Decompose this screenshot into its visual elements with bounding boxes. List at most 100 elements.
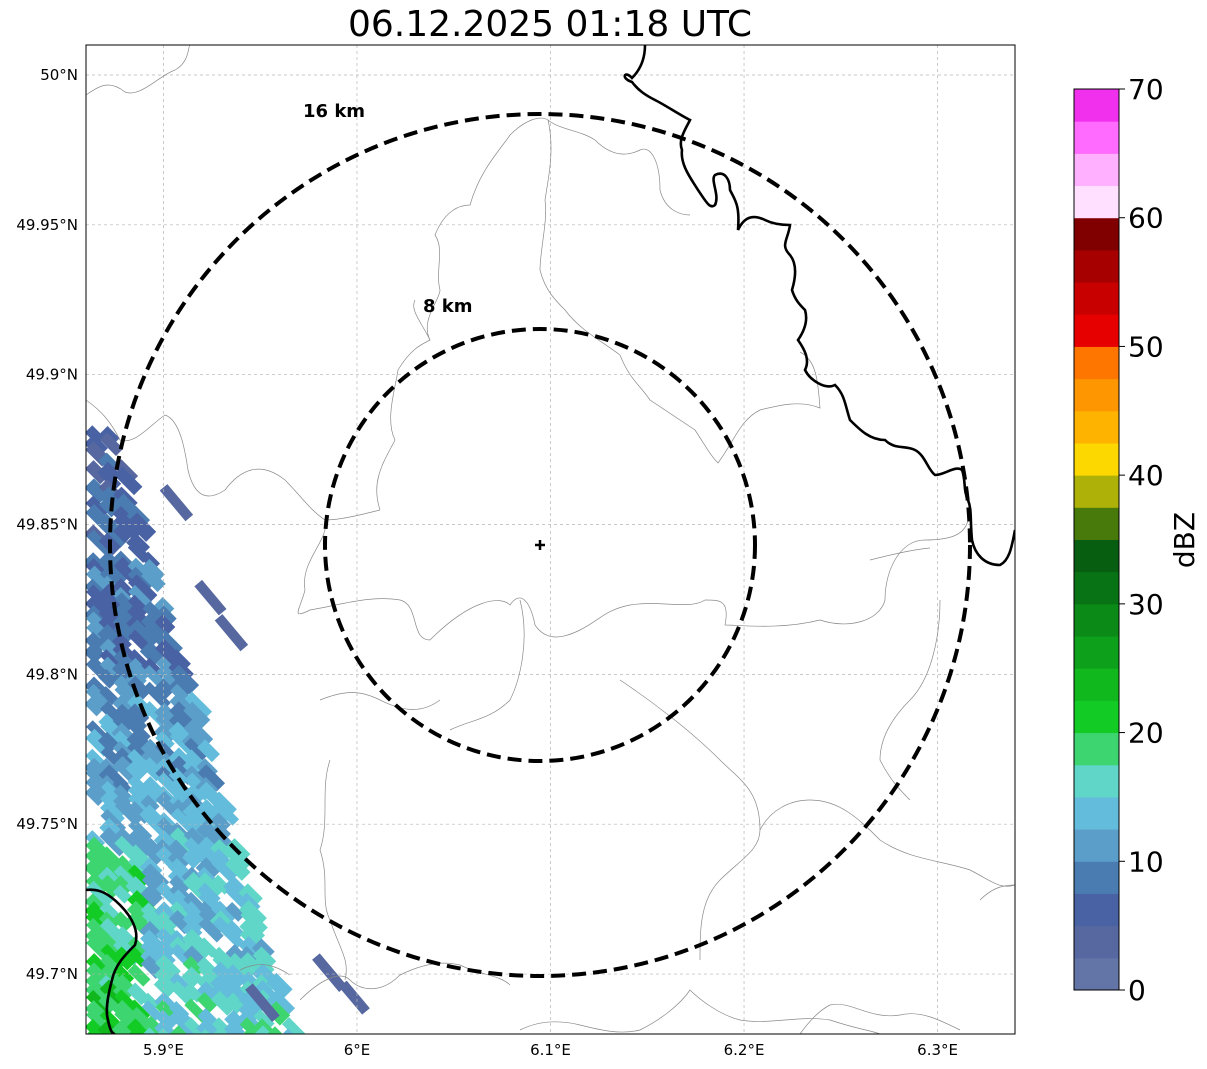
colorbar-segment bbox=[1074, 796, 1119, 830]
colorbar-label: dBZ bbox=[1168, 512, 1201, 568]
range-rings bbox=[108, 112, 972, 978]
echo-cell bbox=[127, 963, 151, 987]
admin-boundaries bbox=[86, 45, 1015, 1034]
echo-cell bbox=[140, 623, 161, 644]
echo-cell bbox=[266, 972, 293, 1000]
colorbar-tick-label: 30 bbox=[1128, 588, 1164, 621]
echo-cell bbox=[99, 432, 124, 457]
colorbar-segment bbox=[1074, 378, 1119, 412]
echo-cell bbox=[252, 946, 277, 971]
echo-cell bbox=[128, 720, 151, 744]
lat-tick-label: 49.9°N bbox=[26, 366, 78, 384]
echo-cell bbox=[154, 614, 176, 635]
echo-cell bbox=[86, 1026, 112, 1034]
echo-cell bbox=[159, 484, 194, 522]
colorbar-segment bbox=[1074, 636, 1119, 669]
echo-cell bbox=[98, 497, 119, 518]
colorbar-segment bbox=[1074, 668, 1119, 701]
echo-cell bbox=[214, 614, 249, 652]
echo-cell bbox=[113, 784, 135, 806]
colorbar-tick-label: 50 bbox=[1128, 330, 1164, 363]
echo-cell bbox=[168, 839, 188, 859]
echo-cell bbox=[182, 849, 202, 869]
echo-cell bbox=[211, 1017, 236, 1034]
echo-cell bbox=[280, 1028, 300, 1034]
latitude-tick-labels: 50°N 49.95°N 49.9°N 49.85°N 49.8°N 49.75°N 49.… bbox=[16, 66, 78, 983]
echo-cell bbox=[100, 520, 128, 548]
lat-tick-label: 49.75°N bbox=[16, 815, 78, 833]
echo-cell bbox=[127, 657, 151, 682]
radar-site-marker[interactable] bbox=[535, 540, 545, 550]
echo-cell bbox=[211, 854, 240, 883]
echo-cell bbox=[153, 678, 175, 701]
echo-cell bbox=[155, 731, 175, 751]
echo-cell bbox=[210, 1028, 232, 1034]
national-borders bbox=[86, 45, 1015, 1034]
echo-cell bbox=[112, 776, 132, 796]
lat-tick-label: 49.7°N bbox=[26, 965, 78, 983]
echo-cell bbox=[126, 512, 157, 542]
lon-tick-label: 6.1°E bbox=[530, 1041, 571, 1059]
echo-cell bbox=[211, 874, 232, 895]
echo-cell bbox=[98, 669, 118, 689]
echo-cell bbox=[100, 800, 125, 826]
map-title: 06.12.2025 01:18 UTC bbox=[347, 4, 753, 45]
echo-cell bbox=[225, 901, 246, 922]
echo-cell bbox=[198, 872, 224, 897]
echo-cell bbox=[238, 883, 263, 908]
echo-cell bbox=[281, 1017, 306, 1034]
echo-cell bbox=[184, 691, 213, 719]
echo-cell bbox=[266, 989, 296, 1019]
lat-tick-label: 49.85°N bbox=[16, 516, 78, 534]
colorbar-segment bbox=[1074, 185, 1119, 219]
echo-cell bbox=[113, 964, 135, 986]
echo-cell bbox=[86, 529, 114, 557]
echo-cell bbox=[197, 764, 226, 792]
echo-cell bbox=[224, 1010, 248, 1034]
colorbar-segment bbox=[1074, 700, 1119, 734]
echo-cell bbox=[184, 1017, 208, 1034]
echo-cell bbox=[140, 1027, 165, 1034]
range-ring-16km bbox=[108, 112, 972, 978]
echo-cell bbox=[86, 880, 114, 908]
colorbar-segment bbox=[1074, 507, 1119, 540]
echo-cell bbox=[169, 664, 200, 695]
colorbar-segment bbox=[1074, 861, 1119, 894]
echo-cell bbox=[98, 1026, 127, 1034]
echo-cell bbox=[238, 990, 266, 1018]
echo-cell bbox=[86, 683, 112, 710]
colorbar-segment bbox=[1074, 475, 1119, 508]
echo-cell bbox=[86, 917, 111, 943]
echo-cell bbox=[141, 1015, 172, 1034]
echo-cell bbox=[153, 722, 177, 746]
echo-cell bbox=[127, 675, 151, 700]
lat-tick-label: 50°N bbox=[40, 66, 78, 84]
echo-cell bbox=[139, 884, 164, 909]
echo-cell bbox=[140, 785, 162, 808]
colorbar-tick-labels: 0 10 20 30 40 50 60 70 bbox=[1119, 73, 1164, 1007]
colorbar bbox=[1074, 89, 1119, 991]
echo-cell bbox=[210, 812, 231, 833]
echo-cell bbox=[212, 791, 237, 816]
colorbar-segment bbox=[1074, 957, 1119, 991]
echo-cell bbox=[86, 990, 111, 1015]
colorbar-segment bbox=[1074, 732, 1119, 766]
echo-cell bbox=[196, 992, 218, 1013]
colorbar-segment bbox=[1074, 829, 1119, 862]
echo-cell bbox=[140, 612, 167, 639]
echo-cell bbox=[140, 992, 160, 1012]
map-frame bbox=[85, 44, 1016, 1035]
colorbar-segment bbox=[1074, 217, 1119, 251]
echo-cell bbox=[128, 818, 153, 843]
echo-cell bbox=[125, 758, 149, 782]
echo-cell bbox=[225, 920, 245, 940]
colorbar-segment bbox=[1074, 764, 1119, 798]
colorbar-segment bbox=[1074, 89, 1119, 122]
gridlines bbox=[86, 45, 1015, 1034]
lat-tick-label: 49.95°N bbox=[16, 216, 78, 234]
echo-cell bbox=[113, 865, 135, 887]
echo-cell bbox=[245, 983, 280, 1022]
echo-cell bbox=[170, 980, 196, 1006]
echo-cell bbox=[198, 917, 224, 943]
colorbar-segment bbox=[1074, 925, 1119, 959]
